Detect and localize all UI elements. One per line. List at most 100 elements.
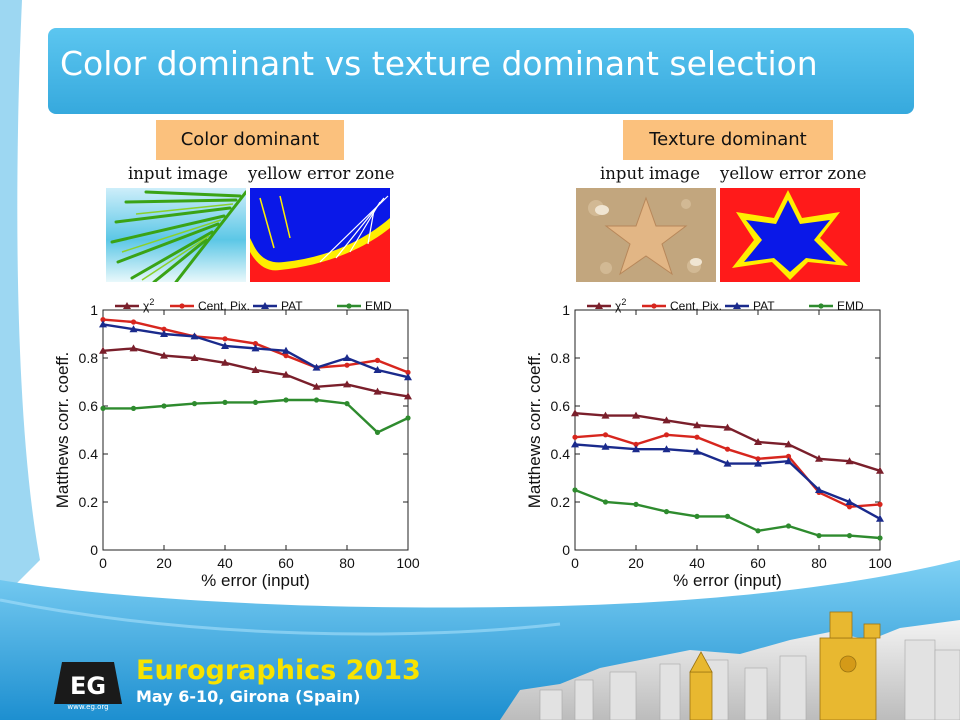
legend-marker-pat: [733, 302, 741, 309]
data-point-chi2: [601, 411, 610, 419]
data-point-cent: [222, 336, 228, 342]
data-point-emd: [222, 399, 228, 405]
data-point-chi2: [632, 411, 640, 419]
conference-date: May 6-10, Girona (Spain): [136, 687, 361, 706]
data-point-emd: [633, 501, 639, 507]
series-pat: [571, 440, 884, 522]
data-point-chi2: [343, 380, 351, 388]
y-tick-label: 0.6: [79, 398, 99, 414]
data-point-cent: [724, 446, 731, 452]
texture-dominant-chart: 0 0.2 0.4 0.6 0.8 1 0 20 40 60 80 100 % error (input…: [525, 297, 892, 590]
y-axis-label: Matthews corr. coeff.: [525, 352, 544, 509]
data-point-pat: [784, 457, 793, 465]
logo-url: www.eg.org: [67, 703, 108, 711]
legend-label-chi2: χ2: [143, 297, 154, 313]
legend: χ2 Cent. Pix. PAT EMD: [115, 297, 392, 313]
data-point-chi2: [571, 409, 579, 417]
data-point-pat: [282, 346, 290, 354]
data-point-pat: [99, 320, 107, 328]
data-point-cent: [877, 501, 883, 507]
data-point-chi2: [190, 354, 199, 361]
city-skyline: [500, 611, 960, 720]
legend: χ2 Cent. Pix. PAT EMD: [587, 297, 864, 313]
y-tick-label: 0.6: [551, 398, 571, 414]
data-point-emd: [405, 415, 411, 421]
data-point-chi2: [221, 358, 229, 366]
data-point-chi2: [845, 457, 854, 465]
data-point-chi2: [693, 421, 701, 429]
x-tick-label: 40: [217, 555, 233, 571]
data-point-cent: [572, 434, 578, 440]
y-tick-label: 1: [90, 302, 98, 318]
series-chi2: [571, 409, 884, 474]
x-tick-label: 20: [156, 555, 172, 571]
data-point-chi2: [373, 387, 382, 395]
data-point-chi2: [251, 366, 260, 373]
data-point-cent: [283, 353, 289, 359]
data-point-cent: [602, 432, 609, 438]
data-point-chi2: [99, 346, 107, 354]
data-point-emd: [816, 533, 822, 539]
data-point-chi2: [404, 392, 412, 400]
series-cent: [572, 432, 883, 510]
data-point-pat: [601, 442, 610, 450]
data-point-emd: [100, 405, 106, 411]
legend-marker-pat: [261, 302, 269, 309]
right-input-caption: input image: [600, 164, 701, 183]
logo-letters: EG: [70, 672, 106, 700]
starfish-input-image: [576, 188, 716, 282]
x-tick-label: 100: [868, 555, 892, 571]
y-tick-label: 0: [562, 542, 570, 558]
data-point-emd: [602, 499, 609, 505]
data-point-cent: [694, 434, 700, 440]
data-point-emd: [663, 509, 670, 515]
y-tick-label: 0.2: [551, 494, 571, 510]
data-point-chi2: [754, 438, 762, 445]
color-dominant-tag: Color dominant: [156, 120, 344, 160]
data-point-pat: [343, 354, 351, 361]
data-point-pat: [693, 447, 701, 455]
data-point-pat: [845, 498, 854, 505]
data-point-chi2: [723, 423, 732, 431]
color-dominant-chart: 0 0.2 0.4 0.6 0.8 1 0 20 40 60 80 100 % error (input…: [53, 297, 420, 590]
series-chi2: [99, 344, 412, 400]
x-tick-label: 100: [396, 555, 420, 571]
y-tick-label: 0.4: [79, 446, 99, 462]
legend-label-cent: Cent. Pix.: [670, 299, 722, 313]
data-point-emd: [161, 403, 167, 409]
y-tick-label: 0.8: [551, 350, 571, 366]
data-point-emd: [724, 513, 731, 519]
x-tick-label: 60: [278, 555, 294, 571]
eurographics-logo: EG www.eg.org: [54, 662, 122, 711]
data-point-chi2: [160, 351, 168, 359]
data-point-pat: [815, 486, 823, 493]
data-point-pat: [876, 514, 884, 522]
series-pat: [99, 320, 412, 381]
data-point-cent: [252, 341, 259, 347]
data-point-pat: [312, 363, 321, 371]
y-tick-label: 1: [562, 302, 570, 318]
data-point-chi2: [784, 440, 793, 448]
left-edge-decoration: [0, 0, 40, 600]
data-point-chi2: [282, 370, 290, 378]
data-point-pat: [754, 459, 762, 467]
legend-marker-emd: [346, 303, 352, 309]
palm-leaf-error-zone-image: [250, 188, 390, 282]
y-tick-label: 0.2: [79, 494, 99, 510]
conference-title: Eurographics 2013: [136, 655, 421, 686]
x-axis-label: % error (input): [673, 571, 782, 590]
data-point-cent: [161, 326, 167, 332]
data-point-emd: [344, 401, 350, 407]
data-point-cent: [100, 317, 106, 323]
data-point-pat: [404, 373, 412, 381]
data-point-chi2: [815, 454, 823, 462]
left-zone-caption: yellow error zone: [248, 164, 395, 183]
data-point-pat: [129, 325, 138, 333]
slide-title: Color dominant vs texture dominant selec…: [60, 44, 818, 83]
data-point-cent: [405, 369, 411, 375]
starfish-error-zone-image: [720, 188, 860, 282]
y-axis-label: Matthews corr. coeff.: [53, 352, 72, 509]
data-point-emd: [877, 535, 883, 541]
x-tick-label: 60: [750, 555, 766, 571]
data-point-pat: [723, 459, 732, 467]
